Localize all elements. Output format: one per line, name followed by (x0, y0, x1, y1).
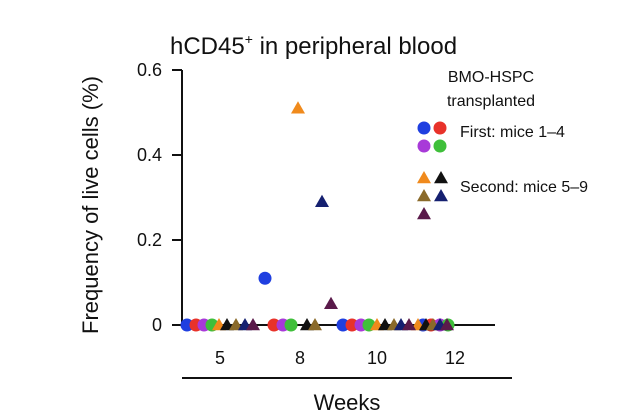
y-axis-label: Frequency of live cells (%) (78, 76, 103, 334)
legend-first-label: First: mice 1–4 (460, 124, 565, 141)
legend-marker-mouse7 (417, 189, 431, 202)
data-point-mouse2-week-8 (267, 318, 281, 332)
data-point-mouse7-week-8 (308, 318, 322, 331)
data-point-mouse4-week-8 (284, 318, 298, 332)
data-point-mouse9-week-5 (246, 318, 260, 331)
legend-marker-mouse6 (434, 171, 448, 184)
data-point-mouse9-week-10 (402, 318, 416, 331)
y-tick-label: 0.4 (137, 145, 162, 165)
data-point-mouse1-week-5 (180, 318, 194, 332)
legend-marker-mouse1 (417, 121, 431, 135)
legend-marker-mouse9 (417, 207, 431, 220)
data-point-mouse9-week-12 (440, 318, 454, 331)
x-axis-label: Weeks (314, 390, 381, 415)
data-points (180, 101, 455, 332)
data-point-mouse1-week-10 (336, 318, 350, 332)
data-point-mouse9-week-8 (324, 296, 338, 309)
y-tick-label: 0.6 (137, 60, 162, 80)
y-tick-label: 0 (152, 315, 162, 335)
legend-marker-mouse2 (433, 121, 447, 135)
legend-title-line1: BMO-HSPC (448, 69, 534, 86)
data-point-mouse8-week-8 (315, 194, 329, 207)
x-tick-label: 12 (445, 348, 465, 368)
y-tick-label: 0.2 (137, 230, 162, 250)
data-point-mouse1-week-8 (258, 271, 272, 285)
legend-marker-mouse4 (433, 139, 447, 153)
x-tick-label: 10 (367, 348, 387, 368)
title-rest: in peripheral blood (253, 33, 457, 60)
legend-second-label: Second: mice 5–9 (460, 179, 588, 196)
legend-title-line2: transplanted (447, 93, 535, 110)
legend-markers (417, 121, 448, 220)
data-point-mouse6-week-5 (220, 318, 234, 331)
legend: BMO-HSPC transplanted First: mice 1–4 Se… (417, 69, 588, 220)
x-ticks: 5 8 10 12 (215, 348, 465, 368)
data-point-mouse2-week-10 (345, 318, 359, 332)
data-point-mouse7-week-5 (229, 318, 243, 331)
data-point-mouse5-week-8 (291, 101, 305, 114)
legend-marker-mouse5 (417, 171, 431, 184)
legend-marker-mouse3 (417, 139, 431, 153)
chart-title: hCD45+ in peripheral blood (170, 31, 457, 60)
x-tick-label: 8 (295, 348, 305, 368)
title-superscript: + (245, 31, 253, 47)
title-main: hCD45 (170, 33, 245, 60)
x-tick-label: 5 (215, 348, 225, 368)
data-point-mouse6-week-10 (378, 318, 392, 331)
legend-marker-mouse8 (434, 189, 448, 202)
y-ticks: 0 0.2 0.4 0.6 (137, 60, 182, 335)
